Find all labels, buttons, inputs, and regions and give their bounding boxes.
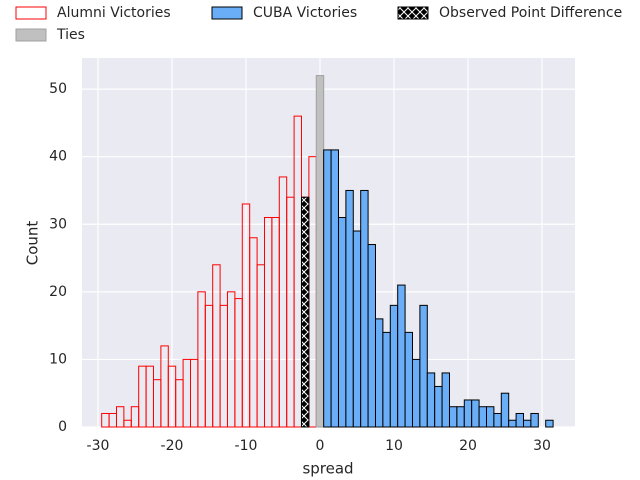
bar (404, 331, 413, 428)
bar (345, 189, 354, 428)
bar (315, 75, 325, 428)
bar (456, 406, 465, 428)
bar (397, 284, 406, 428)
bar (323, 149, 332, 428)
bar (545, 419, 554, 428)
y-tick-label: 30 (49, 216, 67, 232)
bar (360, 189, 369, 428)
y-tick-label: 20 (49, 284, 67, 300)
legend-label: Alumni Victories (57, 5, 171, 21)
bar (374, 318, 384, 428)
bar (448, 406, 458, 428)
x-tick-label: 20 (459, 438, 477, 454)
legend-label: Ties (56, 27, 85, 43)
legend-label: Observed Point Difference (439, 5, 622, 21)
bar (500, 392, 510, 428)
bar (426, 372, 436, 428)
x-tick-label: 30 (533, 438, 551, 454)
bar (508, 419, 517, 428)
bar (337, 216, 347, 428)
bar (471, 399, 480, 428)
bar (522, 419, 532, 428)
bar (352, 230, 362, 428)
y-tick-label: 0 (58, 419, 67, 435)
bar (300, 196, 310, 428)
bar (389, 304, 399, 428)
bar (419, 304, 428, 428)
bar (530, 412, 539, 428)
x-axis-label: spread (302, 460, 353, 478)
legend-swatch (15, 6, 47, 20)
legend-swatch (397, 6, 429, 20)
legend-swatch (211, 6, 243, 20)
bar (330, 149, 339, 428)
x-tick-label: 0 (316, 438, 325, 454)
bar (441, 372, 450, 428)
y-tick-label: 40 (49, 149, 67, 165)
bar (478, 406, 487, 428)
legend-label: CUBA Victories (253, 5, 357, 21)
bar (515, 412, 524, 428)
bar (493, 412, 502, 428)
bar (485, 406, 495, 428)
x-tick-label: -30 (87, 438, 110, 454)
x-tick-label: -10 (235, 438, 258, 454)
x-tick-label: -20 (161, 438, 184, 454)
legend-swatch (15, 28, 47, 42)
y-axis-label: Count (24, 221, 42, 266)
bar (434, 385, 443, 428)
y-tick-label: 50 (49, 81, 67, 97)
bar (411, 358, 421, 428)
bar (367, 244, 376, 428)
y-tick-label: 10 (49, 351, 67, 367)
bar (115, 406, 125, 428)
x-tick-label: 10 (385, 438, 403, 454)
bar (382, 331, 391, 428)
bar (463, 399, 473, 428)
